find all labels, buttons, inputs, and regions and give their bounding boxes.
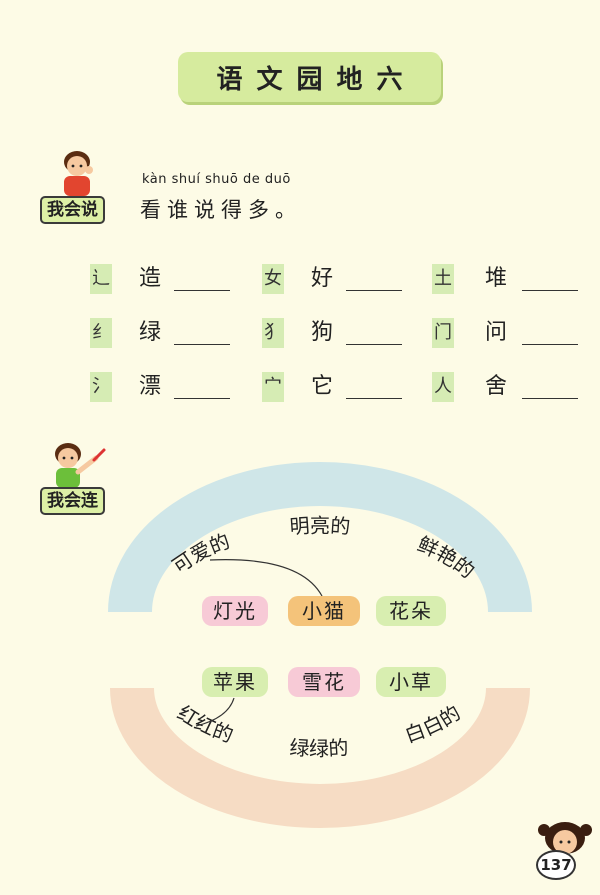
example-char: 造 [138,266,161,291]
word-pill[interactable]: 小草 [376,667,446,697]
answer-blank[interactable] [522,398,578,399]
example-char: 狗 [310,320,333,345]
answer-blank[interactable] [174,290,230,291]
top-arc-band [108,462,532,613]
pinyin-line: kàn shuí shuō de duō [142,172,291,187]
title-banner: 语文园地六 [178,52,441,102]
radical: 纟 [90,318,112,348]
connect-line [209,559,323,597]
bottom-arc-band [110,687,530,828]
word-pill[interactable]: 灯光 [202,596,268,626]
answer-blank[interactable] [346,344,402,345]
word-pill[interactable]: 苹果 [202,667,268,697]
answer-blank[interactable] [174,344,230,345]
radical: 土 [432,264,454,294]
radical: 宀 [262,372,284,402]
page-title: 语文园地六 [216,64,417,95]
radical: 门 [432,318,454,348]
example-char: 好 [310,266,333,291]
exercise-row: 氵漂 宀它 人舍 [90,370,590,406]
girl-peeking-icon [538,822,592,854]
answer-blank[interactable] [346,290,402,291]
radical: 人 [432,372,454,402]
example-char: 漂 [138,374,161,399]
answer-blank[interactable] [174,398,230,399]
exercise-row: 纟绿 犭狗 门问 [90,316,590,352]
answer-blank[interactable] [346,398,402,399]
exercise-row: 辶造 女好 土堆 [90,262,590,298]
example-char: 舍 [484,374,507,399]
example-char: 堆 [484,266,507,291]
radical: 犭 [262,318,284,348]
word-pill[interactable]: 花朵 [376,596,446,626]
arc-word-top-middle: 明亮的 [289,513,351,538]
answer-blank[interactable] [522,344,578,345]
example-char: 绿 [138,320,161,345]
connect-line [195,697,235,727]
answer-blank[interactable] [522,290,578,291]
boy-speaking-icon [64,151,93,196]
example-char: 问 [484,320,507,345]
word-pill[interactable]: 雪花 [288,667,360,697]
boy-pointing-icon [55,443,106,488]
page-number: 137 [536,850,576,880]
section-badge-connect: 我会连 [40,487,105,515]
example-char: 它 [310,374,333,399]
radical: 女 [262,264,284,294]
section-heading: 看谁说得多。 [140,198,302,222]
radical: 氵 [90,372,112,402]
word-pill[interactable]: 小猫 [288,596,360,626]
section-badge-speak: 我会说 [40,196,105,224]
radical: 辶 [90,264,112,294]
arc-word-bottom-middle: 绿绿的 [289,735,349,760]
arc-word-bottom-right: 白白的 [402,701,465,748]
